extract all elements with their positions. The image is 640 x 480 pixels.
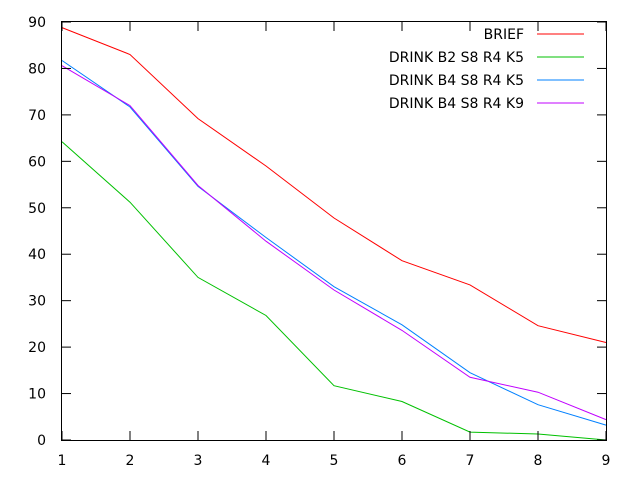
y-tick-label: 20 — [28, 340, 46, 356]
x-tick-label: 1 — [58, 453, 67, 469]
y-tick-label: 40 — [28, 247, 46, 263]
legend: BRIEF DRINK B2 S8 R4 K5 DRINK B4 S8 R4 K5 D… — [389, 27, 584, 112]
y-tick-label: 30 — [28, 294, 46, 310]
series-line-2 — [61, 141, 607, 441]
x-tick-label: 8 — [534, 453, 543, 469]
y-tick-label: 50 — [28, 201, 46, 217]
x-tick-label: 9 — [602, 453, 611, 469]
x-tick-label: 6 — [398, 453, 407, 469]
x-tick-label: 3 — [194, 453, 203, 469]
y-tick-label: 10 — [28, 387, 46, 403]
x-tick-label: 7 — [466, 453, 475, 469]
y-tick-label: 70 — [28, 108, 46, 124]
series-line-3 — [61, 60, 607, 426]
series-layer — [61, 27, 607, 441]
x-tick-label: 5 — [330, 453, 339, 469]
y-tick-label: 0 — [37, 433, 46, 449]
tick-layer: 0 10 20 30 40 50 60 70 80 90 1 2 3 4 5 6 7 8 9 — [28, 15, 610, 469]
series-line-1 — [61, 27, 607, 343]
series-line-4 — [61, 65, 607, 421]
x-tick-label: 4 — [262, 453, 271, 469]
y-tick-label: 80 — [28, 61, 46, 77]
y-tick-label: 90 — [28, 15, 46, 31]
legend-label: DRINK B4 S8 R4 K5 — [389, 73, 524, 89]
legend-label: DRINK B4 S8 R4 K9 — [389, 96, 524, 112]
plot-frame — [61, 21, 607, 441]
y-tick-label: 60 — [28, 154, 46, 170]
x-tick-label: 2 — [126, 453, 135, 469]
legend-label: BRIEF — [484, 27, 524, 43]
legend-label: DRINK B2 S8 R4 K5 — [389, 50, 524, 66]
